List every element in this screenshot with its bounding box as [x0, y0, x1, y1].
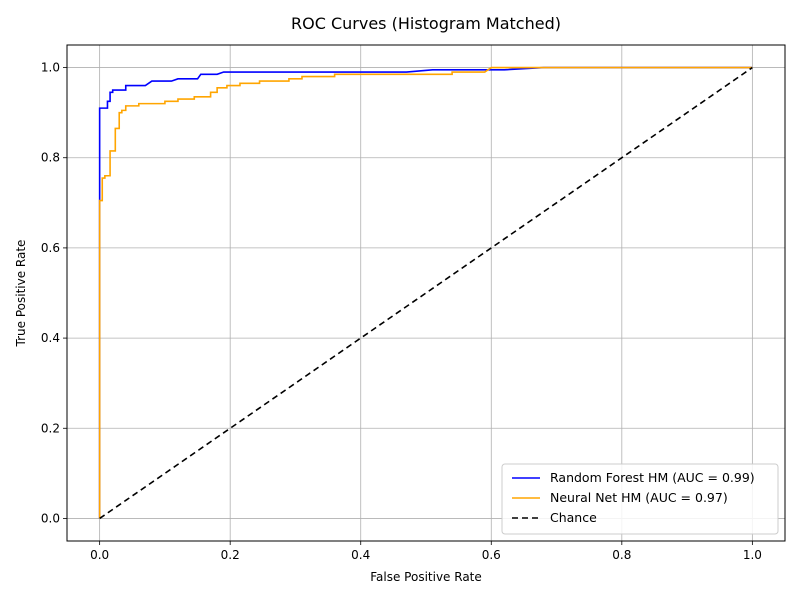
- x-tick-label: 1.0: [743, 548, 762, 562]
- y-tick-label: 1.0: [41, 61, 60, 75]
- x-tick-label: 0.6: [482, 548, 501, 562]
- x-tick-label: 0.0: [90, 548, 109, 562]
- x-axis-label: False Positive Rate: [370, 570, 482, 584]
- series-line-1: [98, 66, 753, 519]
- x-tick-label: 0.8: [612, 548, 631, 562]
- grid-lines: [67, 45, 785, 541]
- legend: Random Forest HM (AUC = 0.99) Neural Net …: [501, 463, 779, 535]
- x-tick-label: 0.2: [221, 548, 240, 562]
- series-layer: [98, 66, 753, 520]
- x-tick-label: 0.4: [351, 548, 370, 562]
- series-line-2: [99, 66, 753, 520]
- legend-box: [501, 463, 779, 535]
- legend-label: Neural Net HM (AUC = 0.97): [550, 490, 728, 505]
- y-tick-label: 0.6: [41, 241, 60, 255]
- chart-title: ROC Curves (Histogram Matched): [291, 14, 561, 33]
- y-tick-label: 0.2: [41, 421, 60, 435]
- y-tick-label: 0.0: [41, 511, 60, 525]
- series-line-0: [98, 66, 753, 519]
- y-axis-label: True Positive Rate: [14, 240, 28, 348]
- legend-label: Chance: [550, 510, 597, 525]
- y-tick-label: 0.4: [41, 331, 60, 345]
- plot-frame: [66, 44, 786, 542]
- axis-ticks: 0.0 0.2 0.4 0.6 0.8 1.0 0.0 0.2 0.4 0.6 0.8 1.0: [41, 61, 762, 562]
- legend-label: Random Forest HM (AUC = 0.99): [550, 470, 755, 485]
- y-tick-label: 0.8: [41, 151, 60, 165]
